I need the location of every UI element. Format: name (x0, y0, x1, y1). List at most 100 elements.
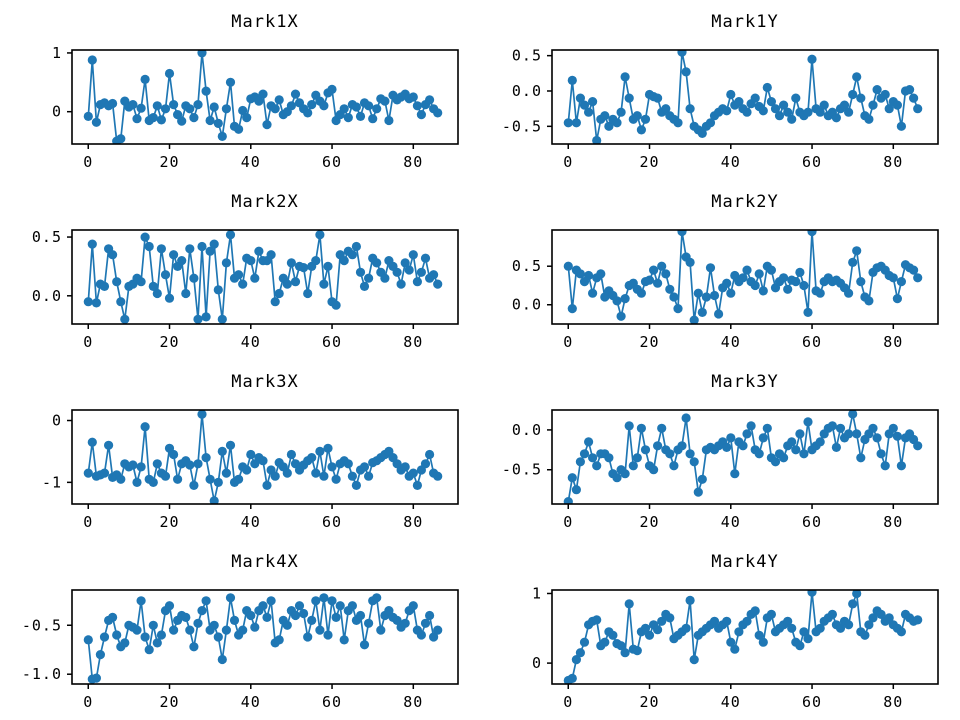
data-point (620, 469, 630, 479)
data-point (372, 104, 382, 114)
data-point (852, 429, 862, 439)
data-point (319, 593, 329, 603)
x-tick-label: 40 (721, 333, 741, 351)
data-point (408, 92, 418, 102)
data-point (221, 258, 231, 268)
data-point (254, 96, 264, 106)
data-point (99, 468, 110, 478)
data-point (892, 100, 902, 110)
data-point (416, 267, 426, 277)
data-point (250, 273, 260, 283)
data-point (201, 453, 211, 463)
data-point (677, 230, 687, 237)
data-point (185, 625, 195, 635)
y-tick-label: -0.5 (22, 616, 62, 634)
data-point (258, 456, 268, 466)
x-tick-label: 0 (83, 153, 93, 171)
x-tick-label: 60 (322, 693, 342, 711)
data-point (803, 107, 813, 117)
data-point (649, 265, 659, 275)
data-point (795, 267, 805, 277)
data-point (160, 270, 171, 280)
plot-title-mark1x: Mark1X (231, 12, 299, 32)
data-point (148, 113, 158, 123)
y-tick-label: 1 (52, 44, 62, 62)
data-point (584, 270, 594, 281)
subplot-mark4x: Mark4X 0 20 40 60 80 -1.0 -0.5 (0, 540, 480, 720)
data-point (689, 315, 699, 324)
data-point (217, 654, 227, 665)
data-point (693, 288, 703, 298)
data-point (665, 449, 675, 459)
data-point (343, 459, 353, 469)
data-point (169, 250, 179, 260)
data-point (726, 288, 736, 298)
data-point (616, 641, 626, 651)
data-point (571, 118, 581, 128)
data-point (91, 117, 101, 127)
data-point (104, 440, 114, 450)
data-point (156, 630, 166, 640)
data-point (128, 460, 138, 470)
data-point (758, 637, 768, 647)
data-point (400, 618, 410, 628)
data-point (657, 423, 667, 433)
data-point (799, 627, 809, 637)
data-point (612, 473, 622, 483)
data-point (628, 461, 638, 471)
series-group (83, 593, 443, 684)
data-point (742, 429, 752, 439)
data-point (152, 101, 162, 111)
data-point (303, 632, 313, 642)
data-point (311, 468, 321, 478)
data-point (685, 104, 695, 114)
data-point (128, 100, 138, 110)
data-point (872, 85, 882, 95)
data-point (571, 655, 581, 665)
data-point (193, 459, 203, 469)
data-point (274, 288, 284, 299)
x-tick-label: 80 (403, 153, 423, 171)
data-point (400, 462, 410, 472)
data-point (433, 625, 443, 635)
x-tick-label: 20 (159, 333, 179, 351)
plot-title-mark4x: Mark4X (231, 552, 299, 572)
data-point (347, 471, 357, 481)
data-point (913, 273, 923, 283)
data-point (384, 606, 394, 616)
data-point (433, 471, 443, 481)
data-point (164, 68, 175, 79)
data-point (408, 468, 418, 478)
x-tick-label: 20 (159, 153, 179, 171)
data-point (738, 273, 748, 283)
data-point (120, 638, 130, 648)
data-point (286, 258, 296, 268)
data-point (234, 270, 244, 280)
plot-mark4y: 0 20 40 60 80 0 1 (532, 584, 939, 711)
subplot-mark1y: Mark1Y 0 20 40 60 80 -0.5 0.0 0.5 (480, 0, 960, 180)
axes-border (551, 409, 939, 505)
data-point (234, 474, 244, 484)
data-point (282, 279, 292, 289)
data-point (290, 610, 301, 621)
data-point (864, 296, 874, 306)
data-point (831, 442, 841, 452)
data-point (392, 267, 402, 277)
data-point (83, 111, 93, 121)
data-point (258, 89, 268, 99)
data-point (783, 284, 793, 294)
data-point (681, 67, 691, 77)
data-point (315, 230, 325, 240)
x-tick-label: 0 (563, 693, 573, 711)
data-point (364, 471, 374, 481)
data-point (87, 55, 97, 65)
data-point (355, 610, 366, 621)
data-point (758, 286, 768, 296)
data-point (876, 609, 886, 619)
data-point (795, 429, 805, 439)
data-point (742, 616, 752, 626)
data-point (575, 648, 585, 658)
data-point (238, 625, 248, 635)
data-point (563, 497, 573, 504)
x-tick-label: 40 (721, 693, 741, 711)
